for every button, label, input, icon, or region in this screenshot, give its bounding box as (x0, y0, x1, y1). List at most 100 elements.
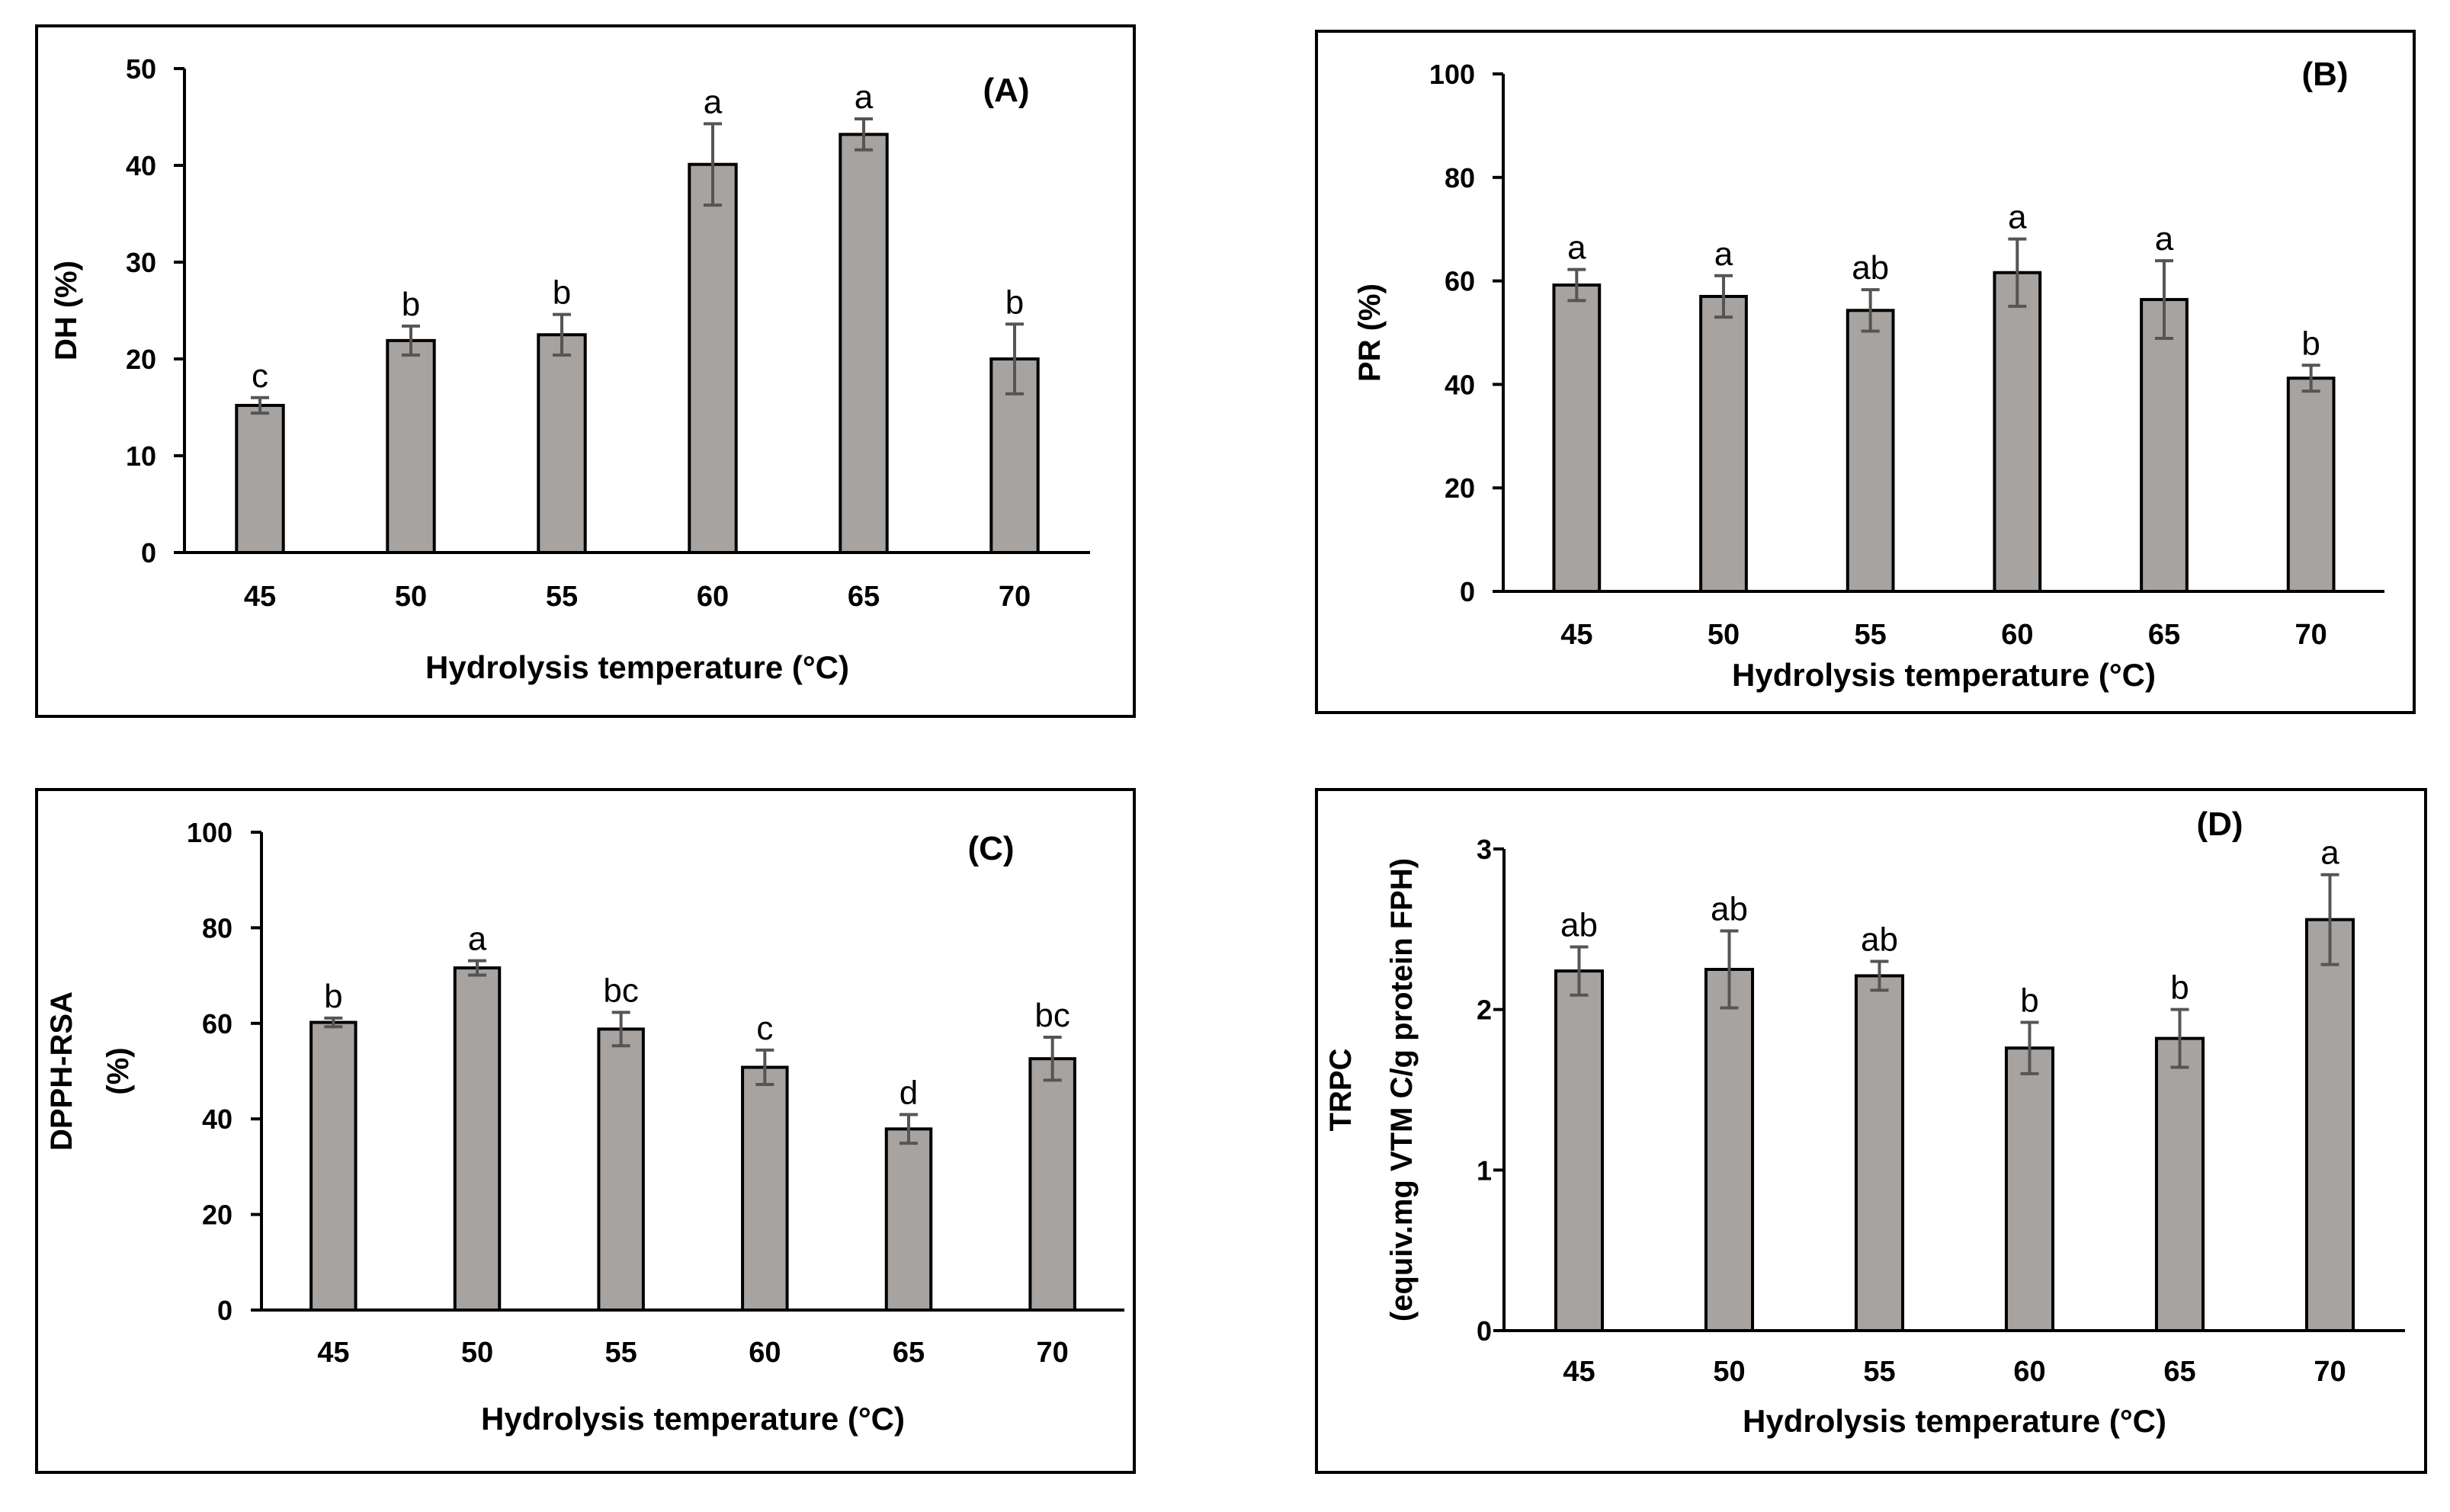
panel-d: 0 1 2 3 ab 45 ab 50 ab 55 b 60 b 65 a 70 Hydrolysis temp… (1315, 788, 2427, 1474)
panel-b: 0 20 40 60 80 100 a 45 a 50 ab 55 a 60 a 65 b 70 Hydrolysi… (1315, 30, 2416, 714)
x-tick-label: 45 (1563, 1356, 1595, 1388)
significance-label: b (2301, 325, 2320, 362)
x-tick-label: 65 (848, 581, 880, 613)
y-tick-label: 10 (126, 440, 156, 472)
bar-45 (1554, 969, 1605, 1333)
y-tick-label: 3 (1477, 834, 1492, 865)
bar-60 (688, 162, 738, 554)
bar-55 (597, 1027, 645, 1312)
significance-label: b (2170, 969, 2189, 1007)
significance-label: a (704, 83, 723, 120)
significance-label: b (553, 274, 571, 312)
x-tick-label: 60 (697, 581, 729, 613)
x-axis-title: Hydrolysis temperature (°C) (481, 1401, 905, 1437)
bar-55 (537, 333, 587, 554)
x-tick-label: 70 (2314, 1356, 2346, 1388)
bar-55 (1854, 974, 1905, 1332)
x-axis-title: Hydrolysis temperature (°C) (1743, 1403, 2166, 1439)
panel-label: (A) (983, 72, 1029, 109)
bar-50 (386, 338, 436, 554)
bar-70 (2286, 376, 2336, 593)
y-tick-label: 60 (202, 1008, 232, 1040)
bar-65 (839, 133, 889, 555)
panel-a: 0 10 20 30 40 50 c 45 b 50 b 55 a 60 a 65 b 70 Hydrolysis … (35, 24, 1136, 718)
y-axis-title: (%) (101, 1047, 135, 1094)
significance-label: d (900, 1075, 918, 1112)
significance-label: b (402, 286, 420, 323)
bar-50 (453, 966, 502, 1312)
panel-label: (B) (2301, 56, 2348, 93)
x-tick-label: 65 (893, 1337, 925, 1369)
x-tick-label: 60 (749, 1337, 781, 1369)
x-tick-label: 65 (2148, 619, 2180, 651)
y-tick-label: 60 (1445, 266, 1475, 297)
panel-c: 0 20 40 60 80 100 b 45 a 50 bc 55 c 60 d 65 bc 70 Hydrolys… (35, 788, 1136, 1474)
bar-55 (1846, 309, 1895, 593)
significance-label: ab (1560, 907, 1598, 944)
y-axis-title: PR (%) (1353, 284, 1387, 382)
bar-65 (2154, 1036, 2205, 1332)
x-tick-label: 45 (1560, 619, 1592, 651)
x-tick-label: 55 (546, 581, 578, 613)
bar-50 (1704, 968, 1755, 1332)
bar-65 (884, 1127, 933, 1312)
significance-label: ab (1852, 249, 1889, 287)
significance-label: ab (1861, 921, 1898, 958)
y-tick-label: 80 (202, 912, 232, 943)
y-tick-label: 50 (126, 53, 156, 85)
panel-label: (D) (2196, 806, 2243, 843)
y-tick-label: 40 (126, 150, 156, 181)
bar-45 (235, 403, 285, 555)
y-tick-label: 2 (1477, 995, 1492, 1026)
x-tick-label: 65 (2163, 1356, 2195, 1388)
significance-label: a (1567, 229, 1586, 267)
significance-label: b (324, 978, 342, 1015)
y-tick-label: 1 (1477, 1155, 1492, 1186)
y-tick-label: 0 (141, 537, 156, 569)
significance-label: bc (603, 972, 638, 1009)
y-tick-label: 80 (1445, 162, 1475, 194)
x-tick-label: 45 (317, 1337, 349, 1369)
x-tick-label: 45 (244, 581, 276, 613)
significance-label: bc (1034, 997, 1069, 1034)
significance-label: c (756, 1010, 773, 1047)
bar-45 (1552, 284, 1602, 593)
y-tick-label: 100 (1429, 59, 1475, 90)
x-axis-title: Hydrolysis temperature (°C) (425, 649, 849, 685)
significance-label: a (855, 78, 874, 116)
significance-label: a (468, 921, 487, 958)
significance-label: b (2020, 982, 2038, 1020)
y-tick-label: 30 (126, 247, 156, 278)
significance-label: b (1005, 284, 1024, 321)
bar-60 (1993, 271, 2042, 593)
y-tick-label: 0 (1477, 1315, 1492, 1347)
bar-60 (2004, 1046, 2055, 1333)
y-tick-label: 40 (202, 1104, 232, 1135)
y-tick-label: 40 (1445, 369, 1475, 400)
x-tick-label: 50 (1708, 619, 1740, 651)
x-tick-label: 50 (395, 581, 427, 613)
significance-label: a (2155, 220, 2174, 258)
x-axis-title: Hydrolysis temperature (°C) (1732, 657, 2156, 693)
x-tick-label: 50 (1713, 1356, 1745, 1388)
y-tick-label: 0 (1460, 576, 1475, 607)
y-tick-label: 20 (126, 344, 156, 375)
significance-label: a (1714, 235, 1733, 273)
x-tick-label: 50 (461, 1337, 493, 1369)
x-tick-label: 70 (2295, 619, 2327, 651)
x-tick-label: 55 (605, 1337, 637, 1369)
y-axis-title: DH (%) (50, 261, 83, 360)
y-tick-label: 100 (187, 817, 232, 848)
significance-label: ab (1711, 890, 1748, 927)
y-tick-label: 0 (217, 1295, 232, 1326)
bar-45 (309, 1020, 358, 1312)
y-axis-title: DPPH-RSA (45, 991, 79, 1151)
significance-label: a (2320, 834, 2339, 872)
x-tick-label: 60 (2001, 619, 2033, 651)
y-tick-label: 20 (202, 1200, 232, 1231)
bar-60 (741, 1065, 789, 1312)
panel-frame (35, 788, 1136, 1474)
y-tick-label: 20 (1445, 472, 1475, 504)
x-tick-label: 70 (999, 581, 1031, 613)
